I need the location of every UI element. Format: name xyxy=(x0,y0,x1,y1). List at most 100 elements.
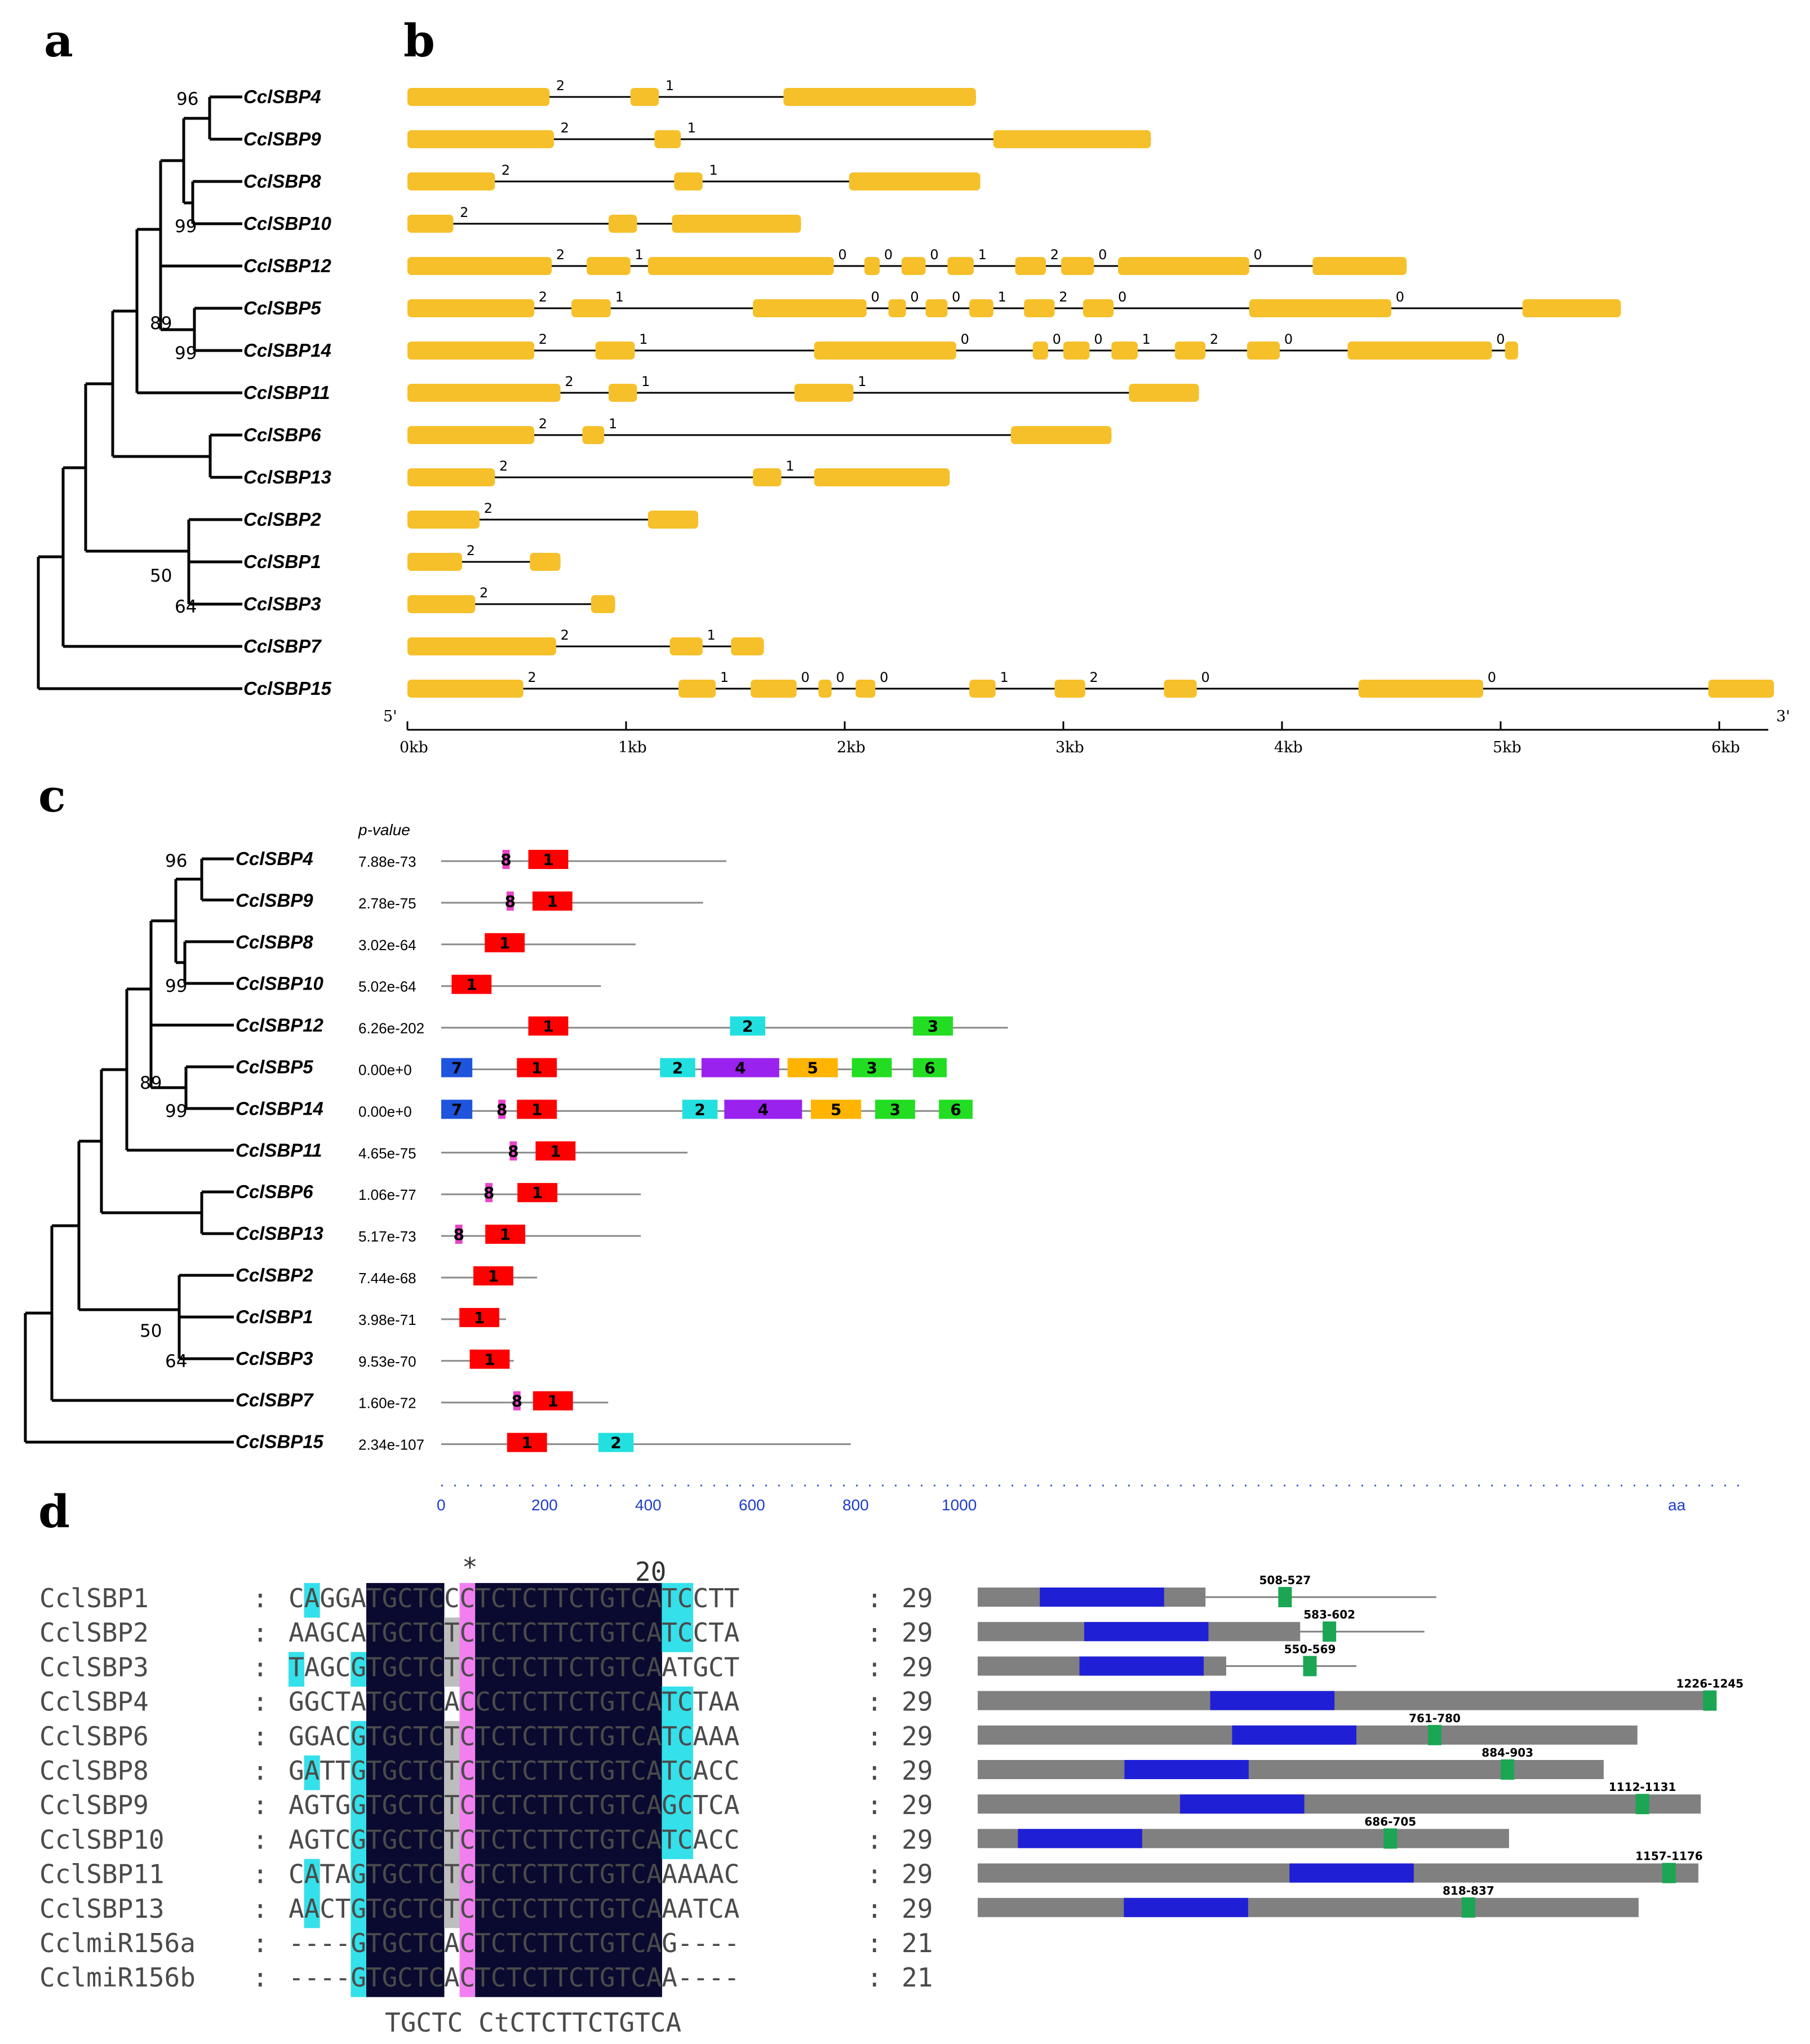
alignment-cell-highlight xyxy=(568,1755,584,1790)
intron-phase-label: 2 xyxy=(502,162,510,178)
target-site-position-label: 1112-1131 xyxy=(1609,1780,1676,1794)
alignment-cell-highlight xyxy=(490,1583,507,1618)
alignment-cell-highlight xyxy=(646,1652,662,1687)
gene-name-label: CclSBP12 xyxy=(236,1015,324,1036)
alignment-cell-highlight xyxy=(459,1790,476,1825)
bootstrap-label: 99 xyxy=(165,1101,187,1121)
panel-label-d: d xyxy=(38,1485,70,1538)
alignment-cell-highlight xyxy=(304,1893,320,1928)
pvalue-label: 2.34e-107 xyxy=(358,1436,424,1453)
alignment-cell-highlight xyxy=(553,1721,569,1756)
alignment-cell-highlight xyxy=(459,1686,476,1722)
aligned-sequence: CATAGTGCTCTCTCTCTTCTGTCAAAAAC xyxy=(289,1859,739,1890)
alignment-cell-highlight xyxy=(397,1859,414,1894)
target-site-position-label: 583-602 xyxy=(1303,1608,1355,1621)
mir156-target-site xyxy=(1501,1759,1515,1780)
alignment-cell-highlight xyxy=(553,1962,569,1997)
motif-box xyxy=(509,1141,517,1161)
alignment-colon: : xyxy=(867,1617,882,1648)
motif-number-label: 1 xyxy=(500,1225,511,1244)
intron-phase-label: 0 xyxy=(910,289,919,305)
aligned-sequence: AACTGTGCTCTCTCTCTTCTGTCAAATCA xyxy=(289,1894,739,1924)
alignment-cell-highlight xyxy=(459,1617,476,1652)
intron-phase-label: 0 xyxy=(1284,331,1293,347)
intron-phase-label: 1 xyxy=(978,247,987,263)
intron-phase-label: 1 xyxy=(641,374,650,389)
alignment-cell-highlight xyxy=(506,1583,522,1618)
alignment-cell-highlight xyxy=(615,1790,631,1825)
alignment-cell-highlight xyxy=(662,1790,678,1825)
alignment-cell-highlight xyxy=(366,1617,383,1652)
alignment-cell-highlight xyxy=(537,1686,553,1722)
bootstrap-label: 89 xyxy=(140,1073,162,1093)
alignment-cell-highlight xyxy=(615,1893,631,1928)
motif-number-label: 5 xyxy=(807,1059,818,1078)
alignment-cell-highlight xyxy=(600,1962,616,1997)
target-site-position-label: 1157-1176 xyxy=(1635,1850,1703,1863)
motif-number-label: 3 xyxy=(890,1100,900,1119)
alignment-cell-highlight xyxy=(412,1755,429,1790)
motif-box xyxy=(506,891,514,911)
alignment-colon: : xyxy=(252,1894,268,1924)
pvalue-label: 6.26e-202 xyxy=(358,1020,424,1037)
alignment-cell-highlight xyxy=(397,1928,414,1963)
alignment-cell-highlight xyxy=(412,1859,429,1894)
transcript-bar xyxy=(978,1897,1639,1917)
sbp-domain-bar xyxy=(1079,1656,1204,1676)
pvalue-label: 1.60e-72 xyxy=(358,1395,416,1412)
bootstrap-label: 99 xyxy=(175,216,197,237)
motif-number-label: 1 xyxy=(466,976,477,994)
motif-number-label: 1 xyxy=(543,850,553,869)
alignment-cell-highlight xyxy=(289,1652,305,1687)
alignment-cell-highlight xyxy=(631,1617,647,1652)
motif-box xyxy=(498,1099,506,1119)
alignment-cell-highlight xyxy=(444,1652,460,1687)
intron-phase-label: 0 xyxy=(1396,289,1404,305)
alignment-cell-highlight xyxy=(615,1859,631,1894)
exon-box xyxy=(608,384,637,402)
alignment-cell-highlight xyxy=(584,1721,600,1756)
aa-axis-tick-label: 800 xyxy=(842,1496,869,1514)
motif-box xyxy=(913,1016,953,1036)
gene-name-label: CclSBP5 xyxy=(236,1057,313,1078)
alignment-cell-highlight xyxy=(366,1824,383,1859)
alignment-cell-highlight xyxy=(444,1617,460,1652)
exon-box xyxy=(407,215,454,233)
pvalue-label: 2.78e-75 xyxy=(358,895,416,912)
alignment-cell-highlight xyxy=(584,1652,600,1687)
intron-phase-label: 2 xyxy=(565,374,573,389)
alignment-cell-highlight xyxy=(600,1893,616,1928)
intron-phase-label: 2 xyxy=(1090,669,1098,685)
alignment-cell-highlight xyxy=(568,1928,584,1963)
alignment-colon: : xyxy=(867,1755,882,1786)
exon-box xyxy=(1083,299,1114,317)
sbp-domain-bar xyxy=(1124,1897,1248,1917)
alignment-cell-highlight xyxy=(553,1617,569,1652)
alignment-cell-highlight xyxy=(351,1962,367,1997)
alignment-cell-highlight xyxy=(381,1893,398,1928)
motif-box xyxy=(701,1058,779,1078)
alignment-cell-highlight xyxy=(428,1721,445,1756)
alignment-cell-highlight xyxy=(537,1928,553,1963)
alignment-cell-highlight xyxy=(459,1755,476,1790)
alignment-cell-highlight xyxy=(412,1790,429,1825)
alignment-cell-highlight xyxy=(412,1617,429,1652)
aa-axis-tick-label: 200 xyxy=(531,1496,558,1514)
exon-box xyxy=(731,637,764,655)
exon-box xyxy=(407,468,495,486)
motif-box xyxy=(485,1225,526,1244)
exon-box xyxy=(1347,342,1492,360)
alignment-cell-highlight xyxy=(537,1721,553,1756)
motif-number-label: 1 xyxy=(522,1434,533,1452)
gene-name-label: CclSBP7 xyxy=(236,1390,314,1411)
sequence-length-label: 21 xyxy=(902,1962,933,1993)
gene-name-label: CclSBP8 xyxy=(236,932,313,952)
exon-box xyxy=(1246,342,1280,360)
alignment-cell-highlight xyxy=(506,1721,522,1756)
exon-box xyxy=(407,637,556,655)
alignment-cell-highlight xyxy=(351,1859,367,1894)
kb-axis-tick-label: 2kb xyxy=(837,739,866,756)
bootstrap-labels-a: 96 99 89 99 50 64 xyxy=(150,89,198,617)
motif-number-label: 1 xyxy=(484,1350,495,1369)
kb-axis-tick-label: 1kb xyxy=(618,739,647,756)
